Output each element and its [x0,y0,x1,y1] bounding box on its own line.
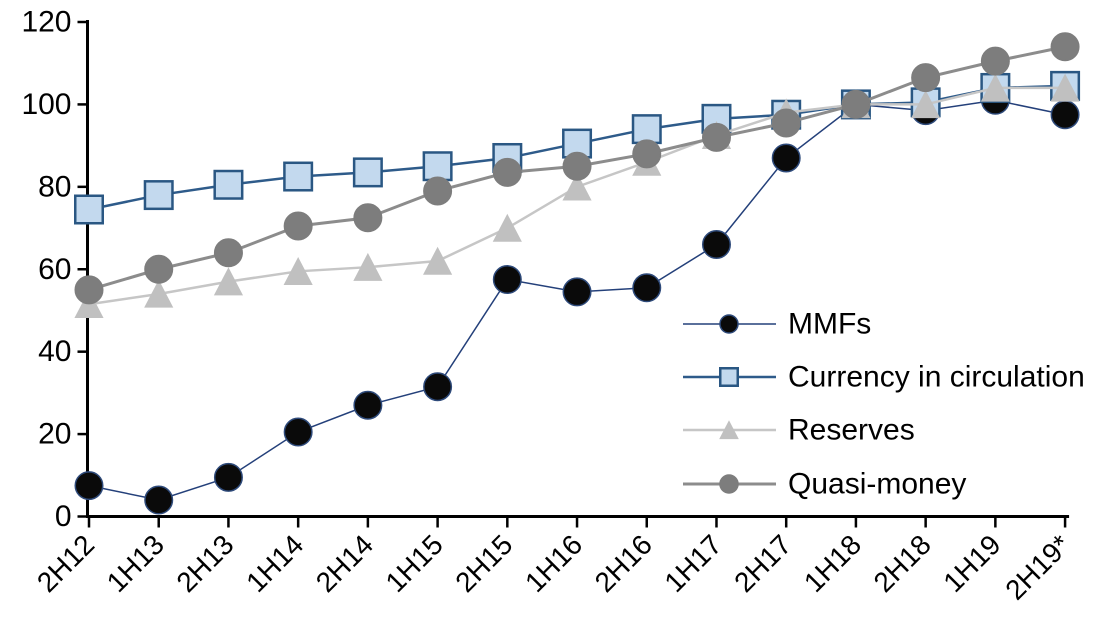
marker-circle [353,390,383,420]
marker-circle [492,265,522,295]
marker-square [631,114,662,145]
marker-triangle [144,279,174,308]
marker-circle [701,230,731,260]
y-tick-label: 20 [38,418,71,451]
marker-circle [980,46,1010,76]
marker-square [283,161,314,192]
x-tick-label: 2H13 [170,529,239,598]
marker-circle [144,254,174,284]
x-tick-label: 2H12 [31,529,100,598]
marker-circle [771,108,801,138]
series-currency-in-circulation [74,70,1081,225]
marker-circle [283,417,313,447]
marker-circle [701,122,731,152]
x-tick-label: 1H16 [519,529,588,598]
marker-circle [1050,100,1080,130]
x-tick-label: 1H15 [380,529,449,598]
y-tick-label: 60 [38,253,71,286]
marker-circle [562,277,592,307]
marker-triangle [719,420,739,440]
marker-circle [632,139,662,169]
marker-triangle [492,213,522,242]
legend-item-currency-in-circulation: Currency in circulation [683,361,1085,394]
marker-circle [353,203,383,233]
marker-circle [492,157,522,187]
marker-circle [841,89,871,119]
marker-square [719,367,739,387]
marker-triangle [562,172,592,201]
marker-triangle [283,257,313,286]
marker-square [143,180,174,211]
legend-item-reserves: Reserves [683,414,915,447]
marker-circle [423,176,453,206]
marker-circle [74,471,104,501]
legend-label-reserves: Reserves [788,414,915,447]
marker-circle [562,151,592,181]
marker-square [213,169,244,200]
legend-item-quasi-money: Quasi-money [683,468,966,501]
marker-circle [771,143,801,173]
marker-circle [632,273,662,303]
y-tick-label: 0 [55,500,72,533]
marker-square [74,194,104,225]
marker-circle [1050,32,1080,62]
marker-circle [719,314,739,334]
x-tick-label: 1H13 [101,529,170,598]
y-tick-label: 80 [38,170,71,203]
legend-item-mmfs: MMFs [683,308,871,341]
x-tick-label: 2H18 [868,529,937,598]
marker-circle [911,63,941,93]
x-tick-label: 2H16 [589,529,658,598]
marker-triangle [1050,73,1080,102]
x-tick-label: 1H18 [798,529,867,598]
marker-circle [213,462,243,492]
x-tick-label: 2H17 [728,529,797,598]
y-tick-label: 120 [21,6,71,39]
marker-triangle [423,246,453,275]
y-tick-label: 40 [38,335,71,368]
x-tick-label: 2H15 [449,529,518,598]
marker-triangle [213,267,244,296]
marker-circle [283,211,313,241]
x-tick-label: 2H19* [999,529,1076,606]
marker-circle [213,238,243,268]
marker-triangle [353,252,383,281]
marker-circle [423,372,453,402]
marker-square [352,157,383,188]
series-quasi-money [74,32,1080,305]
marker-circle [74,275,104,305]
y-tick-label: 100 [21,88,71,121]
x-tick-label: 1H14 [240,529,309,598]
marker-circle [719,474,739,494]
legend-label-mmfs: MMFs [788,308,871,341]
legend: MMFs Currency in circulation Reserves Quasi… [683,308,1085,501]
marker-square [422,151,453,182]
x-tick-label: 2H14 [310,529,379,598]
legend-label-quasi-money: Quasi-money [788,468,966,501]
marker-triangle [980,73,1010,102]
legend-label-currency-in-circulation: Currency in circulation [788,361,1085,394]
marker-triangle [911,90,941,119]
x-tick-label: 1H17 [658,529,727,598]
marker-circle [144,485,174,515]
x-tick-label: 1H19 [937,529,1006,598]
